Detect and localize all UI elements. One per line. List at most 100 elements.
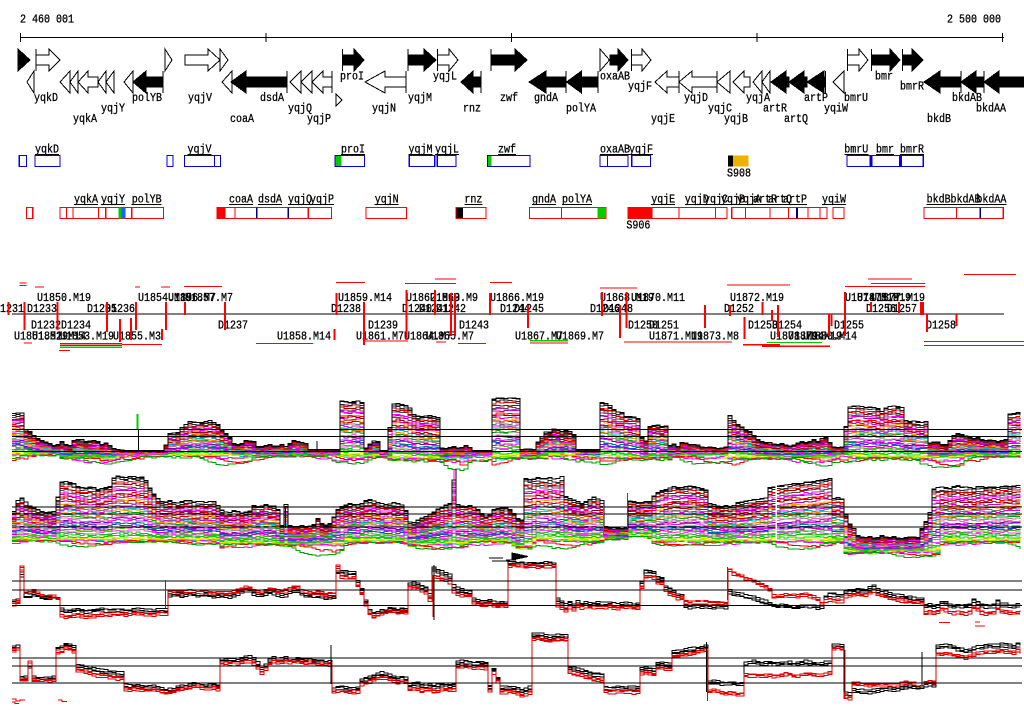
svg-text:gndA: gndA xyxy=(532,193,557,207)
svg-text:U1865.M7: U1865.M7 xyxy=(426,330,474,344)
svg-text:artR: artR xyxy=(753,193,777,207)
svg-text:yqjE: yqjE xyxy=(651,193,675,207)
svg-text:bmr: bmr xyxy=(876,143,894,157)
svg-text:dsdA: dsdA xyxy=(260,91,285,105)
svg-text:D1254: D1254 xyxy=(772,319,802,333)
svg-text:yqjM: yqjM xyxy=(409,143,433,157)
svg-text:U1864.M7: U1864.M7 xyxy=(404,330,452,344)
svg-text:D1240: D1240 xyxy=(402,302,432,316)
svg-text:rnz: rnz xyxy=(464,193,482,207)
svg-text:coaA: coaA xyxy=(230,112,255,126)
svg-text:oxaAB: oxaAB xyxy=(600,70,630,84)
svg-text:yqjM: yqjM xyxy=(408,91,432,105)
svg-text:D1248: D1248 xyxy=(603,302,633,316)
svg-text:yqjD: yqjD xyxy=(685,193,709,207)
svg-text:S906: S906 xyxy=(626,219,650,233)
svg-text:U1857.M7: U1857.M7 xyxy=(185,291,233,305)
svg-text:yqjN: yqjN xyxy=(372,102,396,116)
svg-text:U1880.M14: U1880.M14 xyxy=(803,330,857,344)
svg-text:U1853.M19: U1853.M19 xyxy=(60,330,114,344)
svg-text:yqjA: yqjA xyxy=(737,193,762,207)
svg-text:D1251: D1251 xyxy=(649,319,679,333)
svg-text:D1234: D1234 xyxy=(61,319,91,333)
svg-text:D1237: D1237 xyxy=(218,319,248,333)
svg-text:yqjQ: yqjQ xyxy=(288,102,312,116)
svg-text:D1231: D1231 xyxy=(0,302,24,316)
svg-text:D1255: D1255 xyxy=(834,319,864,333)
svg-text:U1852.M14: U1852.M14 xyxy=(32,330,86,344)
svg-text:D1235: D1235 xyxy=(87,302,117,316)
svg-text:bmrR: bmrR xyxy=(900,80,924,94)
svg-text:yqkD: yqkD xyxy=(34,91,58,105)
svg-text:yqjY: yqjY xyxy=(101,102,125,116)
svg-text:bmrR: bmrR xyxy=(900,143,924,157)
svg-text:yqjD: yqjD xyxy=(684,91,708,105)
svg-text:S908: S908 xyxy=(727,167,751,181)
svg-text:bmr: bmr xyxy=(875,70,893,84)
svg-text:D1246: D1246 xyxy=(590,302,620,316)
svg-text:D1258: D1258 xyxy=(926,319,956,333)
svg-text:yqjN: yqjN xyxy=(375,193,399,207)
svg-text:artP: artP xyxy=(783,193,807,207)
svg-text:bkdAA: bkdAA xyxy=(976,102,1007,116)
svg-text:U1870.M11: U1870.M11 xyxy=(631,291,685,305)
svg-text:U1858.M14: U1858.M14 xyxy=(277,330,331,344)
svg-text:U1855.M3: U1855.M3 xyxy=(113,330,161,344)
svg-text:artQ: artQ xyxy=(768,193,792,207)
svg-text:yqkA: yqkA xyxy=(73,112,98,126)
svg-text:yqjY: yqjY xyxy=(101,193,125,207)
svg-text:yqjC: yqjC xyxy=(708,102,732,116)
svg-text:yqiW: yqiW xyxy=(822,193,847,207)
svg-text:rnz: rnz xyxy=(463,102,481,116)
svg-text:yqjC: yqjC xyxy=(704,193,728,207)
svg-text:bkdAA: bkdAA xyxy=(976,193,1007,207)
svg-text:artQ: artQ xyxy=(784,112,808,126)
svg-text:U1874.M19: U1874.M19 xyxy=(845,291,899,305)
svg-text:yqjL: yqjL xyxy=(433,70,457,84)
svg-text:oxaAB: oxaAB xyxy=(600,143,630,157)
svg-text:U1875.M19: U1875.M19 xyxy=(857,291,911,305)
svg-text:U1861.M7: U1861.M7 xyxy=(356,330,404,344)
svg-text:yqjQ: yqjQ xyxy=(288,193,312,207)
svg-text:U1851.M19: U1851.M19 xyxy=(14,330,68,344)
svg-text:yqjA: yqjA xyxy=(746,91,771,105)
svg-text:yqiW: yqiW xyxy=(824,102,849,116)
svg-text:D1252: D1252 xyxy=(724,302,754,316)
svg-text:bkdB: bkdB xyxy=(927,112,951,126)
svg-text:U1854.M19: U1854.M19 xyxy=(138,291,192,305)
svg-text:D1243: D1243 xyxy=(459,319,489,333)
svg-text:D1238: D1238 xyxy=(331,302,361,316)
svg-text:yqjL: yqjL xyxy=(435,143,459,157)
svg-text:yqjF: yqjF xyxy=(628,80,652,94)
svg-text:U1872.M19: U1872.M19 xyxy=(730,291,784,305)
svg-text:polYA: polYA xyxy=(566,102,597,116)
svg-text:U1878.M14: U1878.M14 xyxy=(770,330,824,344)
svg-text:polYB: polYB xyxy=(132,91,162,105)
svg-text:yqjB: yqjB xyxy=(721,193,745,207)
svg-text:U1873.M8: U1873.M8 xyxy=(691,330,739,344)
svg-text:U1877.M19: U1877.M19 xyxy=(871,291,925,305)
svg-text:D1232: D1232 xyxy=(31,319,61,333)
svg-text:D1250: D1250 xyxy=(628,319,658,333)
svg-text:bkdAB: bkdAB xyxy=(951,193,981,207)
svg-text:U1871.M19: U1871.M19 xyxy=(649,330,703,344)
svg-text:dsdA: dsdA xyxy=(258,193,283,207)
svg-text:zwf: zwf xyxy=(498,143,516,157)
svg-text:coaA: coaA xyxy=(229,193,254,207)
svg-text:2 500 000: 2 500 000 xyxy=(947,13,1001,27)
svg-text:bkdB: bkdB xyxy=(927,193,951,207)
svg-text:U1862.M19: U1862.M19 xyxy=(406,291,460,305)
svg-text:bmrU: bmrU xyxy=(844,91,868,105)
svg-text:proI: proI xyxy=(341,143,365,157)
svg-text:D1253: D1253 xyxy=(748,319,778,333)
svg-text:polYB: polYB xyxy=(132,193,162,207)
svg-text:yqjE: yqjE xyxy=(651,112,675,126)
svg-text:yqjV: yqjV xyxy=(188,143,213,157)
svg-text:proI: proI xyxy=(340,70,364,84)
svg-text:polYA: polYA xyxy=(562,193,593,207)
svg-text:yqkD: yqkD xyxy=(35,143,59,157)
svg-text:bkdAB: bkdAB xyxy=(952,91,982,105)
svg-text:zwf: zwf xyxy=(500,91,518,105)
svg-text:yqkA: yqkA xyxy=(74,193,99,207)
svg-text:D1236: D1236 xyxy=(105,302,135,316)
